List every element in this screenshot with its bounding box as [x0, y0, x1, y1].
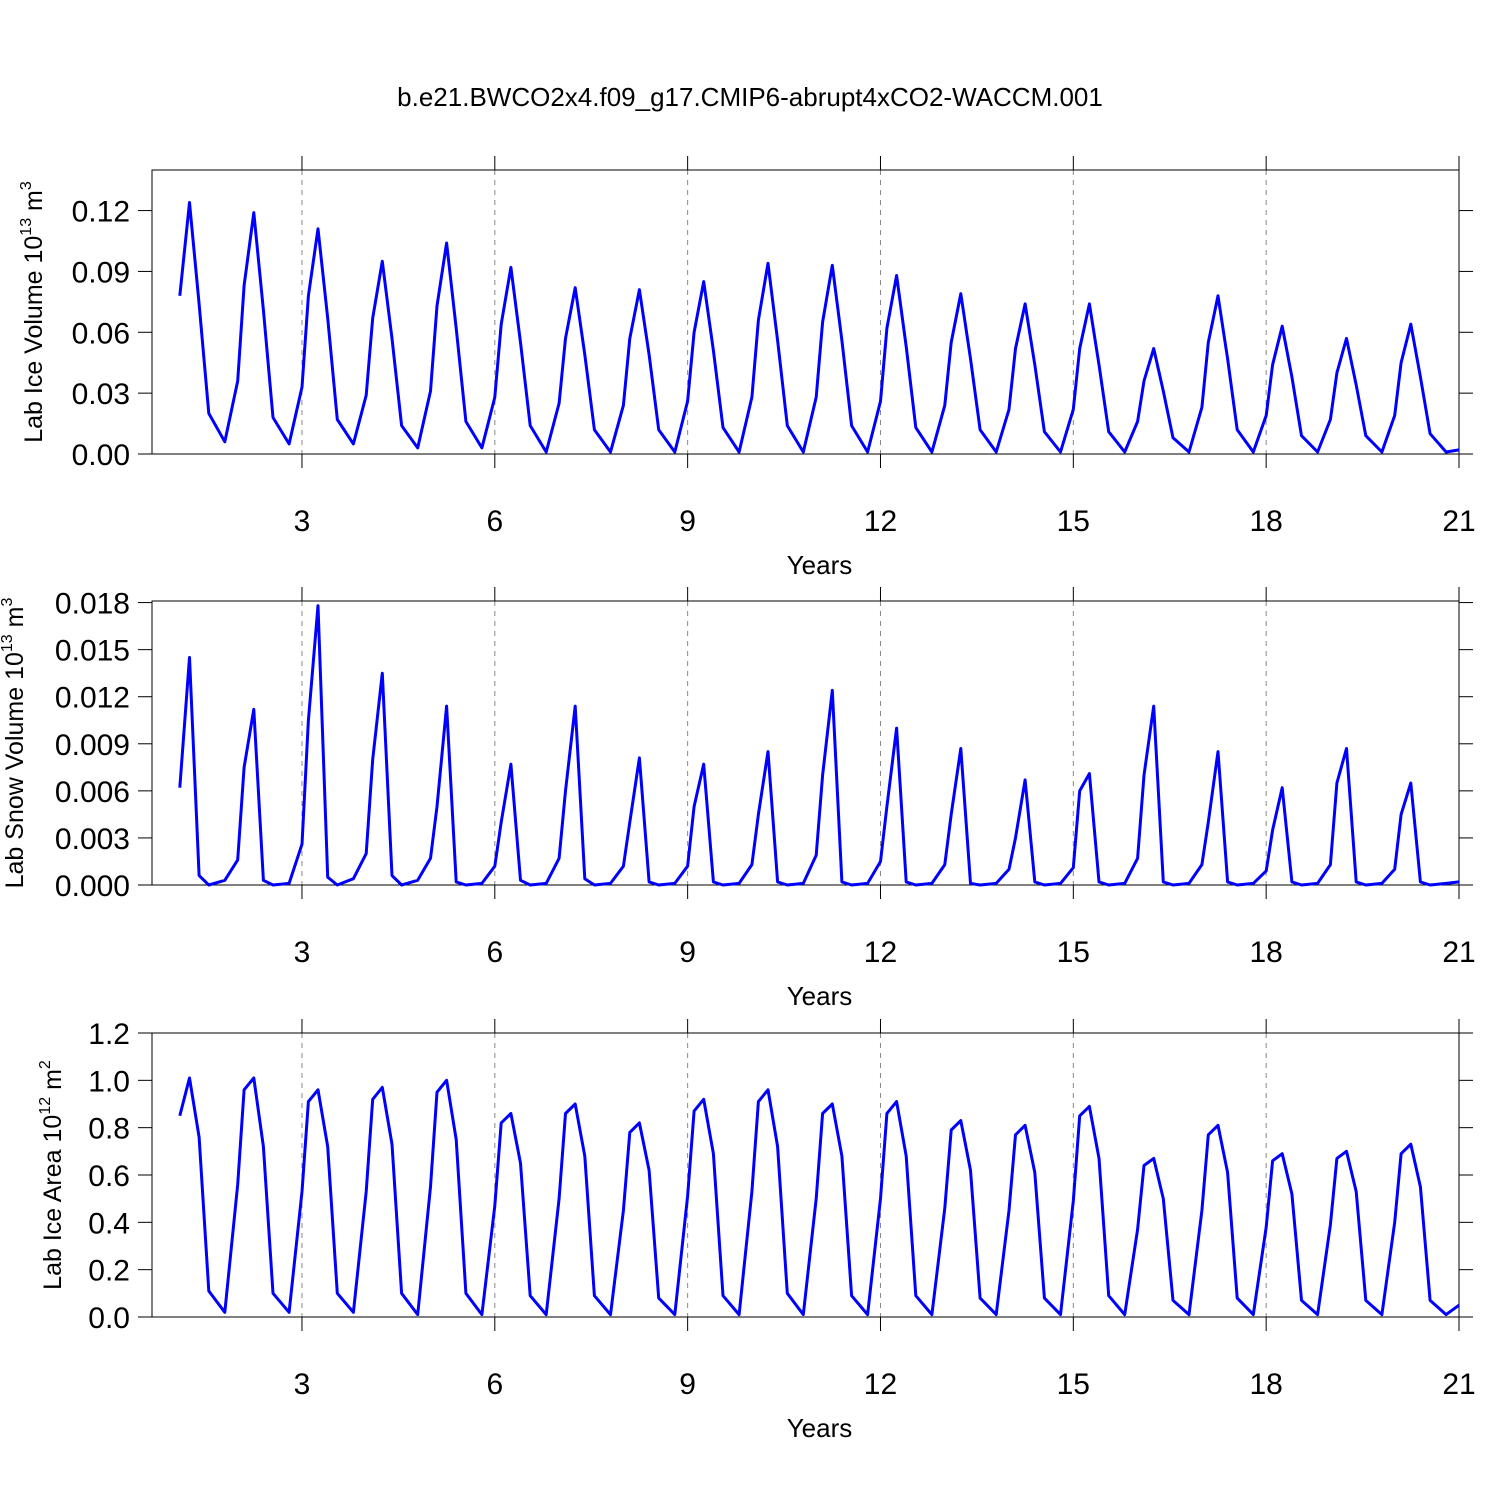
x-tick-label: 15 [1057, 1368, 1090, 1401]
y-tick-label: 0.006 [55, 776, 130, 809]
y-tick-label: 0.009 [55, 729, 130, 762]
y-tick-label: 0.09 [72, 256, 130, 289]
y-tick-label: 0.015 [55, 635, 130, 668]
x-axis-label: Years [787, 981, 853, 1011]
x-axis-label: Years [787, 550, 853, 580]
x-tick-label: 18 [1249, 936, 1282, 969]
y-tick-label: 0.018 [55, 588, 130, 621]
y-axis-label: Lab Snow Volume 1013 m3 [0, 598, 29, 889]
x-tick-label: 6 [486, 505, 503, 538]
x-axis-label: Years [787, 1413, 853, 1443]
x-tick-label: 15 [1057, 505, 1090, 538]
x-tick-label: 18 [1249, 1368, 1282, 1401]
y-label-superscript: 2 [37, 1060, 54, 1069]
y-tick-label: 0.00 [72, 439, 130, 472]
x-tick-label: 3 [294, 936, 311, 969]
x-tick-label: 6 [486, 1368, 503, 1401]
y-label-superscript: 3 [0, 598, 16, 607]
y-tick-label: 0.8 [88, 1113, 130, 1146]
data-line [178, 201, 1460, 454]
x-tick-label: 9 [679, 936, 696, 969]
plot-frame [151, 1032, 1460, 1318]
x-tick-label: 18 [1249, 505, 1282, 538]
y-label-text: Lab Ice Volume 10 [20, 236, 48, 443]
y-tick-label: 1.0 [88, 1065, 130, 1098]
y-label-text: Lab Ice Area 10 [39, 1115, 67, 1290]
y-tick-label: 0.0 [88, 1302, 130, 1335]
x-tick-label: 12 [864, 936, 897, 969]
y-tick-label: 0.000 [55, 870, 130, 903]
y-tick-label: 1.2 [88, 1018, 130, 1051]
x-tick-label: 21 [1442, 1368, 1475, 1401]
x-tick-label: 9 [679, 505, 696, 538]
x-tick-label: 12 [864, 505, 897, 538]
data-line [178, 1076, 1460, 1317]
y-axis-label: Lab Ice Volume 1013 m3 [18, 181, 48, 443]
y-label-superscript: 3 [18, 181, 35, 190]
y-tick-label: 0.12 [72, 196, 130, 229]
figure-title: b.e21.BWCO2x4.f09_g17.CMIP6-abrupt4xCO2-… [397, 82, 1103, 112]
x-tick-label: 15 [1057, 936, 1090, 969]
x-tick-label: 21 [1442, 505, 1475, 538]
y-tick-label: 0.06 [72, 317, 130, 350]
y-tick-label: 0.03 [72, 378, 130, 411]
x-tick-label: 3 [294, 1368, 311, 1401]
y-tick-label: 0.012 [55, 682, 130, 715]
y-label-superscript: 13 [18, 218, 35, 236]
y-label-superscript: 13 [0, 634, 16, 652]
x-tick-label: 6 [486, 936, 503, 969]
x-tick-label: 3 [294, 505, 311, 538]
y-label-text: m [39, 1069, 67, 1097]
plot-frame [151, 600, 1460, 886]
x-tick-label: 21 [1442, 936, 1475, 969]
y-tick-label: 0.6 [88, 1160, 130, 1193]
y-label-superscript: 12 [37, 1097, 54, 1115]
y-tick-label: 0.003 [55, 823, 130, 856]
y-tick-label: 0.4 [88, 1207, 130, 1240]
y-label-text: m [20, 190, 48, 218]
y-axis-label: Lab Ice Area 1012 m2 [37, 1060, 67, 1290]
x-tick-label: 12 [864, 1368, 897, 1401]
y-tick-label: 0.2 [88, 1255, 130, 1288]
plot-frame [151, 169, 1460, 455]
y-label-text: Lab Snow Volume 10 [1, 652, 29, 888]
y-label-text: m [1, 607, 29, 635]
x-tick-label: 9 [679, 1368, 696, 1401]
data-line [178, 604, 1460, 887]
